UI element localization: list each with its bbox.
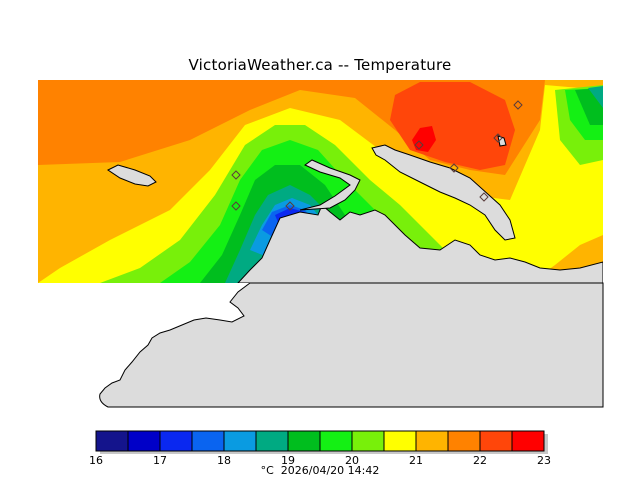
legend-swatch <box>319 430 353 452</box>
legend-swatch <box>223 430 257 452</box>
land-area <box>99 282 604 408</box>
unit-label: °C <box>260 464 274 477</box>
legend-tick-label: 22 <box>473 454 487 467</box>
legend-swatch <box>159 430 193 452</box>
weather-stations <box>231 100 523 211</box>
station-marker <box>231 170 241 180</box>
legend-swatch <box>127 430 161 452</box>
peninsula <box>299 159 361 211</box>
legend-tick-label: 21 <box>409 454 423 467</box>
station-marker <box>479 192 489 202</box>
legend-swatch <box>351 430 385 452</box>
station-marker <box>285 201 295 211</box>
inlet-land <box>371 144 516 241</box>
timestamp: 2026/04/20 14:42 <box>280 464 380 477</box>
legend-swatch <box>191 430 225 452</box>
station-marker <box>231 201 241 211</box>
legend-swatch <box>255 430 289 452</box>
station-marker <box>449 163 459 173</box>
legend-swatch <box>447 430 481 452</box>
legend-tick-label: 18 <box>217 454 231 467</box>
station-marker <box>414 140 424 150</box>
legend-tick-label: 16 <box>89 454 103 467</box>
island <box>107 164 157 187</box>
legend-swatch <box>479 430 513 452</box>
legend-swatch <box>415 430 449 452</box>
legend-swatch <box>287 430 321 452</box>
legend-swatch <box>383 430 417 452</box>
station-marker <box>513 100 523 110</box>
legend-tick-label: 20 <box>345 454 359 467</box>
legend-tick-label: 23 <box>537 454 551 467</box>
coastline <box>107 135 603 283</box>
footer-caption: °C 2026/04/20 14:42 <box>0 464 640 477</box>
legend-tick-label: 19 <box>281 454 295 467</box>
chart-title: VictoriaWeather.ca -- Temperature <box>188 56 452 74</box>
southern-landmass <box>237 204 603 283</box>
legend-swatch <box>511 430 545 452</box>
legend-swatch <box>95 430 129 452</box>
legend-tick-label: 17 <box>153 454 167 467</box>
station-marker <box>493 133 503 143</box>
